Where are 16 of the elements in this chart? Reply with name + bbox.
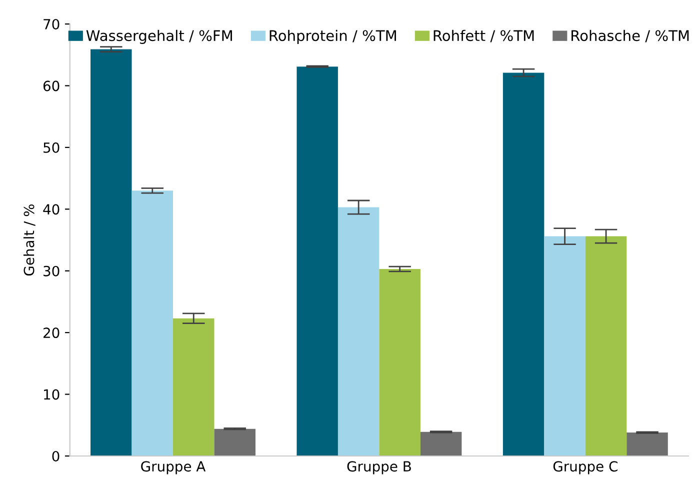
y-tick-label: 30 bbox=[44, 266, 60, 276]
y-tick-label: 40 bbox=[43, 204, 60, 215]
y-tick-label: 50 bbox=[44, 142, 60, 153]
legend-label: Wassergehalt / %FM bbox=[86, 30, 232, 44]
x-tick-label: Gruppe B bbox=[347, 461, 411, 474]
y-tick-label: 70 bbox=[44, 18, 60, 30]
y-tick-label: 0 bbox=[52, 450, 60, 462]
legend-label: Rohasche / %TM bbox=[572, 30, 689, 42]
y-tick-label: 60 bbox=[43, 80, 60, 92]
legend-label: Rohfett / %TM bbox=[434, 30, 534, 42]
x-tick-label: Gruppe C bbox=[553, 461, 618, 474]
x-tick-label: Gruppe A bbox=[141, 461, 206, 474]
y-tick-label: 10 bbox=[44, 389, 60, 400]
y-tick-label: 20 bbox=[44, 328, 60, 338]
legend-label: Rohprotein / %TM bbox=[270, 30, 396, 44]
y-axis-title: Gehalt / % bbox=[24, 204, 36, 276]
